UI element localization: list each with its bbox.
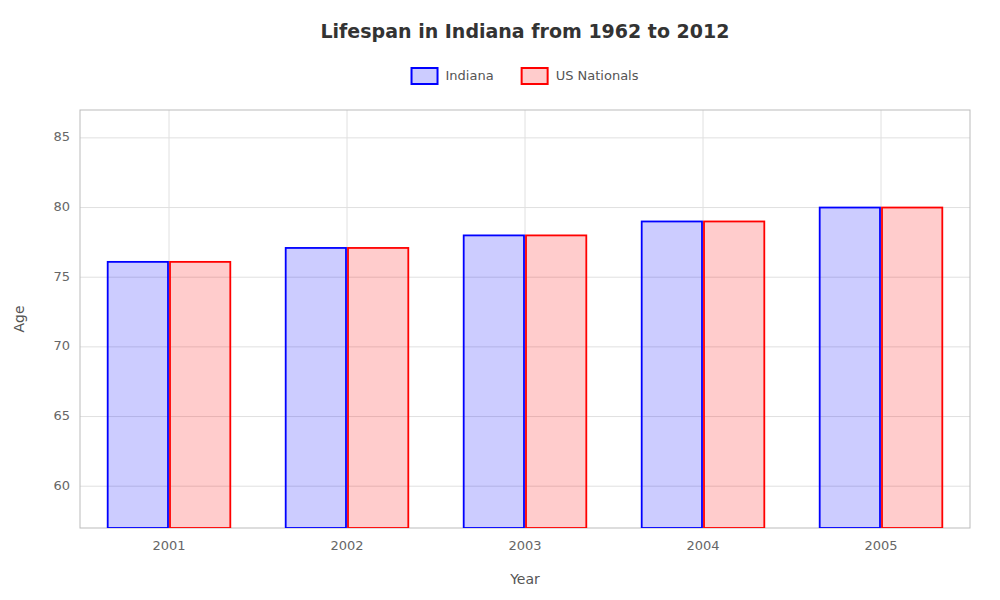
x-tick-label: 2005 <box>864 538 897 553</box>
bar <box>820 208 880 528</box>
bar <box>704 221 764 528</box>
x-tick-label: 2001 <box>152 538 185 553</box>
y-tick-label: 85 <box>53 129 70 144</box>
bar <box>882 208 942 528</box>
y-tick-label: 70 <box>53 338 70 353</box>
bar <box>170 262 230 528</box>
grid <box>80 110 970 528</box>
axes: 60 65 70 75 80 85 2001 2002 2003 2004 2005 <box>53 129 897 553</box>
y-tick-label: 60 <box>53 478 70 493</box>
bar <box>286 248 346 528</box>
bars <box>108 208 943 528</box>
plot-frame <box>80 110 970 528</box>
legend-item: Indiana <box>412 68 494 85</box>
bar <box>348 248 408 528</box>
x-tick-label: 2003 <box>508 538 541 553</box>
y-tick-label: 65 <box>53 408 70 423</box>
y-tick-label: 75 <box>53 269 70 284</box>
legend-swatch <box>412 68 438 84</box>
x-tick-label: 2002 <box>330 538 363 553</box>
y-axis-label: Age <box>11 305 27 332</box>
legend-item: US Nationals <box>522 68 639 85</box>
legend: Indiana US Nationals <box>412 68 639 85</box>
chart-title: Lifespan in Indiana from 1962 to 2012 <box>320 20 729 42</box>
legend-label: Indiana <box>446 68 494 83</box>
x-tick-label: 2004 <box>686 538 719 553</box>
bar <box>642 221 702 528</box>
y-tick-label: 80 <box>53 199 70 214</box>
chart-svg: 60 65 70 75 80 85 2001 2002 2003 2004 2005 Year Age L… <box>0 0 1000 600</box>
bar <box>108 262 168 528</box>
legend-swatch <box>522 68 548 84</box>
chart-container: 60 65 70 75 80 85 2001 2002 2003 2004 2005 Year Age L… <box>0 0 1000 600</box>
bar <box>526 235 586 528</box>
bar <box>464 235 524 528</box>
x-axis-label: Year <box>509 571 540 587</box>
legend-label: US Nationals <box>556 68 639 83</box>
